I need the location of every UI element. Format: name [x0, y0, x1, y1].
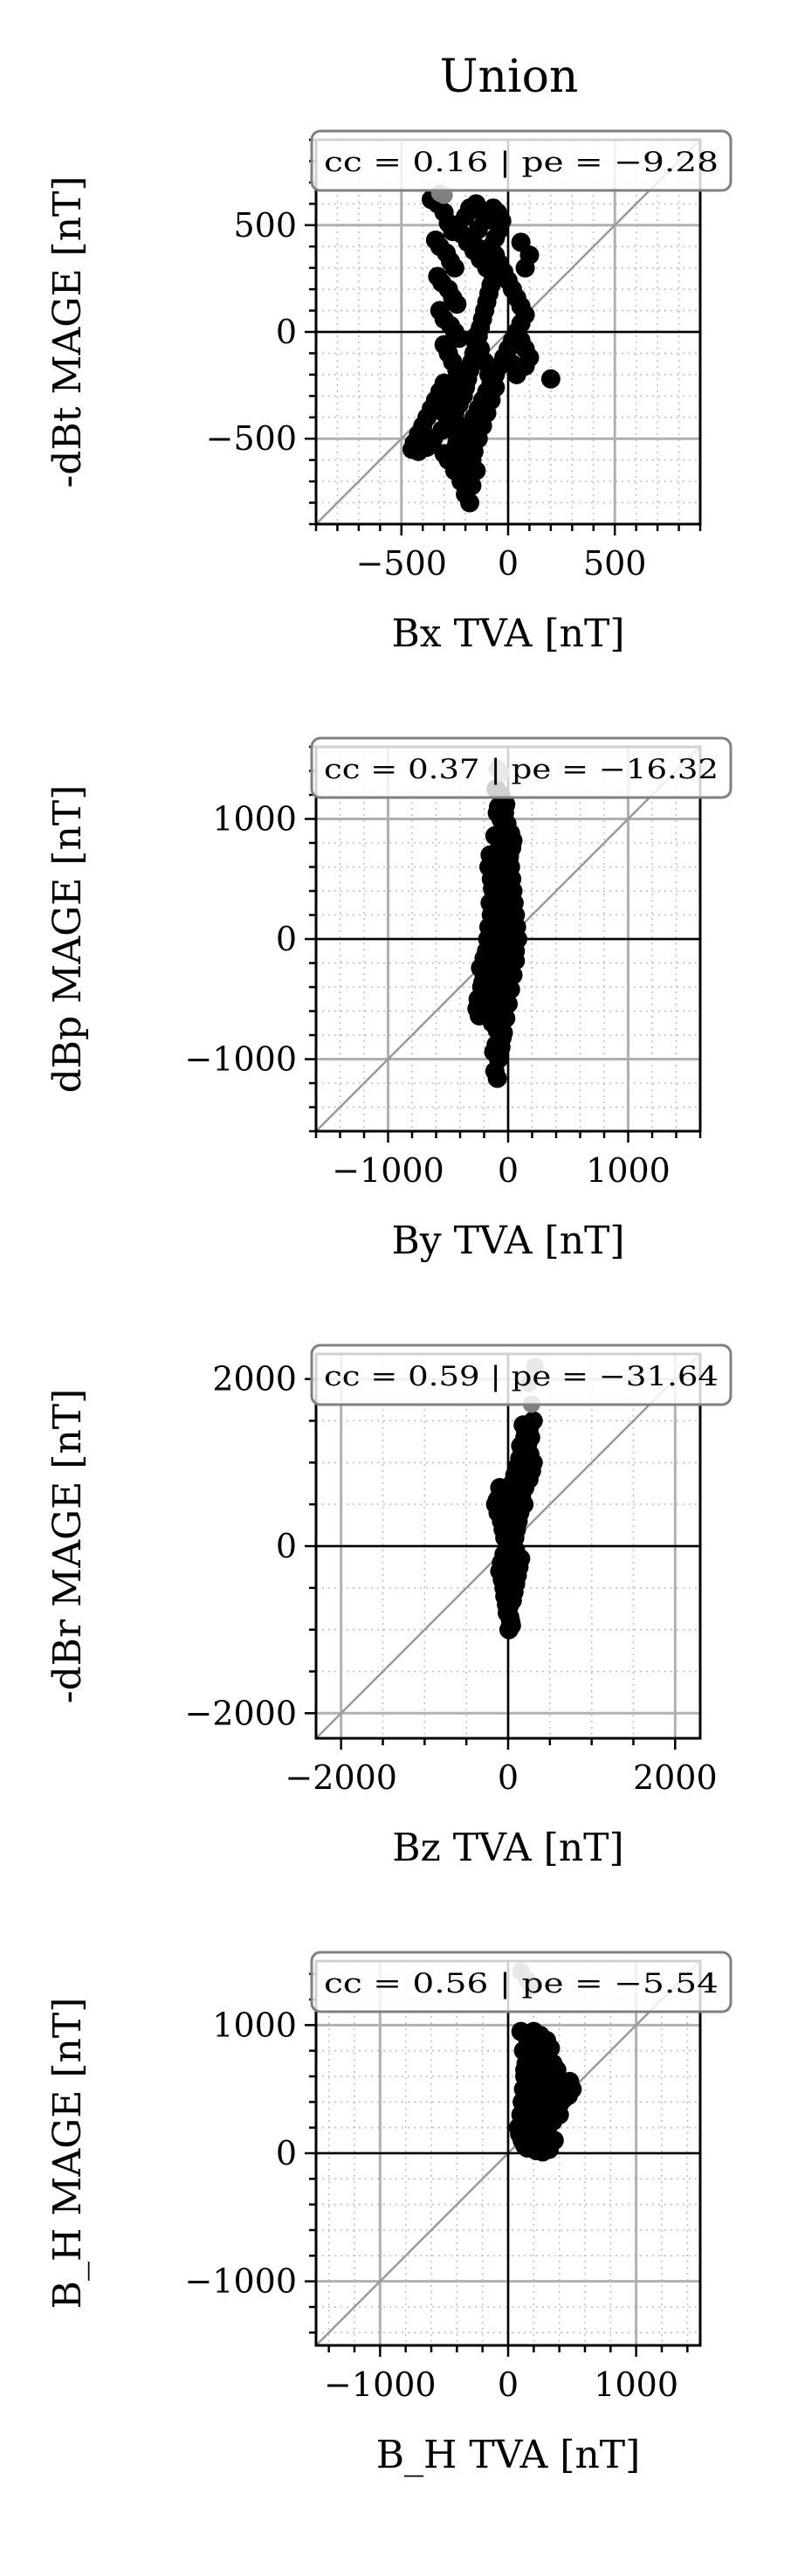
y-axis-label: dBp MAGE [nT]	[45, 785, 90, 1094]
data-point	[511, 232, 531, 252]
data-points	[485, 1357, 544, 1640]
data-point	[532, 2061, 552, 2082]
x-axis-label: B_H TVA [nT]	[376, 2433, 641, 2477]
scatter-panel-4: −1000 0 1000 −1000 0 1000 B_H TVA [nT] B_H MAGE…	[45, 1951, 733, 2477]
x-tick-label: −500	[356, 544, 447, 583]
data-point	[496, 1008, 516, 1028]
data-point	[475, 987, 495, 1006]
data-point	[483, 198, 503, 218]
x-tick-label: 2000	[633, 1758, 718, 1797]
stats-text: cc = 0.59 | pe = −31.64	[324, 1361, 719, 1392]
scatter-panel-3: −2000 0 2000 −2000 0 2000 Bz TVA [nT] -dBr MAGE…	[45, 1343, 733, 1870]
data-point	[499, 994, 518, 1014]
data-point	[487, 1068, 507, 1088]
data-point	[503, 965, 523, 985]
data-point	[466, 237, 486, 257]
y-tick-label: −1000	[184, 1040, 297, 1079]
data-point	[502, 354, 522, 374]
stats-box	[310, 1343, 733, 1406]
data-point	[474, 949, 494, 968]
data-point	[449, 328, 469, 349]
data-point	[500, 979, 520, 999]
y-axis-label: -dBt MAGE [nT]	[45, 176, 90, 487]
scatter-panel-1: −500 0 500 −500 0 500 Bx TVA [nT] -dBt MAGE [nT…	[45, 129, 733, 656]
x-tick-label: −1000	[324, 2365, 437, 2404]
data-point	[501, 1615, 521, 1635]
x-tick-label: 500	[583, 544, 647, 583]
data-point	[539, 2139, 559, 2159]
data-point	[492, 908, 512, 928]
y-tick-label: 500	[233, 206, 297, 245]
data-point	[498, 853, 518, 872]
y-axis-label: -dBr MAGE [nT]	[45, 1389, 90, 1704]
data-point	[473, 972, 493, 992]
x-tick-label: 1000	[594, 2365, 678, 2404]
data-point	[498, 1490, 518, 1510]
scatter-panel-2: −1000 0 1000 −1000 0 1000 By TVA [nT] dBp MAGE …	[45, 736, 733, 1263]
x-tick-label: 0	[498, 1758, 519, 1797]
x-tick-label: 0	[498, 544, 519, 583]
y-tick-label: 0	[276, 313, 297, 351]
y-axis-label: B_H MAGE [nT]	[45, 1998, 90, 2310]
x-axis-label: Bx TVA [nT]	[391, 611, 624, 656]
y-tick-label: −2000	[184, 1694, 297, 1732]
data-points	[402, 184, 561, 513]
data-point	[444, 258, 464, 278]
x-tick-label: −2000	[285, 1758, 397, 1797]
y-tick-label: 0	[276, 2134, 297, 2172]
stats-text: cc = 0.56 | pe = −5.54	[324, 1968, 719, 1999]
x-axis-label: By TVA [nT]	[391, 1219, 624, 1263]
stats-box	[310, 736, 733, 799]
x-tick-label: −1000	[332, 1151, 444, 1190]
y-tick-label: 2000	[212, 1360, 297, 1398]
x-axis-label: Bz TVA [nT]	[392, 1826, 623, 1870]
stats-box	[310, 129, 733, 192]
x-tick-label: 0	[498, 1151, 519, 1190]
data-point	[447, 294, 467, 314]
data-point	[460, 493, 479, 513]
stats-text: cc = 0.16 | pe = −9.28	[324, 147, 719, 178]
stats-box	[310, 1951, 733, 2013]
data-point	[540, 369, 561, 389]
y-tick-label: 0	[276, 1527, 297, 1565]
y-tick-label: 1000	[212, 800, 297, 839]
data-point	[491, 1037, 511, 1057]
data-point	[493, 1023, 513, 1043]
y-tick-label: 1000	[212, 2006, 297, 2044]
data-point	[505, 1528, 525, 1548]
data-point	[466, 460, 486, 480]
scatter-panels: −500 0 500 −500 0 500 Bx TVA [nT] -dBt MAGE [nT…	[45, 129, 733, 2477]
data-points	[467, 759, 527, 1088]
figure-title: Union	[440, 51, 579, 103]
y-tick-label: 0	[276, 920, 297, 958]
data-point	[506, 950, 526, 970]
x-tick-label: 0	[498, 2365, 519, 2404]
data-point	[466, 326, 486, 346]
x-tick-label: 1000	[586, 1151, 671, 1190]
data-point	[521, 2034, 541, 2055]
stats-text: cc = 0.37 | pe = −16.32	[324, 754, 719, 785]
y-tick-label: −500	[206, 419, 297, 458]
y-tick-label: −1000	[184, 2262, 297, 2301]
